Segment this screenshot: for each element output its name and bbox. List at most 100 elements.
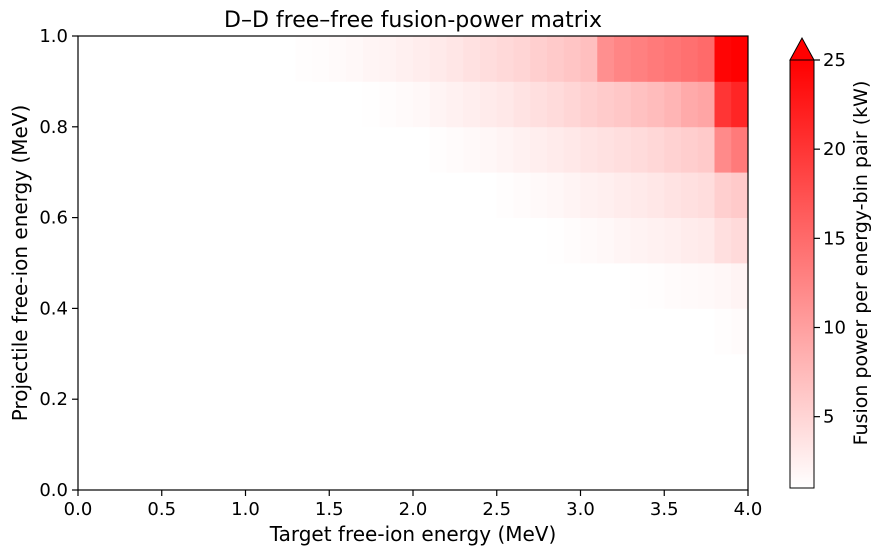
heatmap-cell	[346, 263, 364, 309]
heatmap-cell	[111, 172, 129, 218]
heatmap-cell	[245, 399, 263, 445]
heatmap-cell	[513, 444, 531, 491]
heatmap-cell	[94, 36, 112, 82]
heatmap-cell	[279, 444, 297, 491]
heatmap-cell	[161, 217, 179, 264]
heatmap-cell	[413, 126, 431, 173]
heatmap-cell	[580, 353, 598, 400]
heatmap-cell	[245, 263, 263, 309]
heatmap-cell	[463, 81, 481, 128]
heatmap-cell	[413, 217, 431, 264]
y-tick-label: 1.0	[39, 26, 68, 47]
heatmap-cell	[614, 81, 632, 128]
heatmap-cell	[379, 263, 397, 309]
heatmap-cell	[111, 217, 129, 264]
heatmap-cell	[128, 444, 146, 491]
heatmap-cell	[346, 172, 364, 218]
heatmap-cell	[262, 444, 280, 491]
heatmap-cell	[295, 399, 313, 445]
heatmap-cell	[195, 308, 213, 355]
heatmap-cell	[630, 353, 648, 400]
y-tick-label: 0.0	[39, 480, 68, 501]
heatmap-cell	[279, 263, 297, 309]
heatmap-cell	[312, 353, 330, 400]
heatmap-cell	[295, 217, 313, 264]
heatmap-cell	[413, 36, 431, 82]
heatmap-cell	[195, 444, 213, 491]
heatmap-cell	[530, 308, 548, 355]
heatmap-cell	[78, 217, 96, 264]
heatmap-cell	[195, 81, 213, 128]
heatmap-cell	[681, 126, 699, 173]
heatmap-cell	[161, 172, 179, 218]
heatmap-cell	[647, 353, 665, 400]
x-tick-label: 0.5	[147, 499, 176, 520]
heatmap-cell	[664, 353, 682, 400]
heatmap-cell	[329, 444, 347, 491]
heatmap-cell	[547, 308, 565, 355]
heatmap-cell	[597, 308, 615, 355]
heatmap-cell	[664, 172, 682, 218]
heatmap-cell	[78, 399, 96, 445]
heatmap-cell	[178, 81, 196, 128]
heatmap-cell	[697, 36, 715, 82]
heatmap-cell	[681, 308, 699, 355]
heatmap-cell	[681, 81, 699, 128]
heatmap-cell	[379, 308, 397, 355]
heatmap-cell	[513, 81, 531, 128]
heatmap-cell	[647, 126, 665, 173]
heatmap-cell	[346, 217, 364, 264]
heatmap-cell	[496, 217, 514, 264]
heatmap-cell	[681, 217, 699, 264]
heatmap-cell	[463, 172, 481, 218]
heatmap-cell	[547, 263, 565, 309]
heatmap-cell	[664, 36, 682, 82]
heatmap-cell	[714, 308, 732, 355]
heatmap-cell	[111, 308, 129, 355]
heatmap-cell	[329, 81, 347, 128]
heatmap-cell	[630, 126, 648, 173]
heatmap-cell	[312, 217, 330, 264]
heatmap-cell	[413, 444, 431, 491]
heatmap-cell	[463, 36, 481, 82]
colorbar-tick-label: 15	[823, 228, 846, 249]
heatmap-cell	[329, 36, 347, 82]
heatmap-cell	[396, 263, 414, 309]
heatmap-cell	[681, 263, 699, 309]
heatmap-cell	[379, 399, 397, 445]
heatmap-cell	[128, 126, 146, 173]
heatmap-cell	[379, 126, 397, 173]
heatmap-cell	[547, 399, 565, 445]
heatmap-cell	[279, 36, 297, 82]
heatmap-cell	[195, 399, 213, 445]
heatmap-cell	[563, 399, 581, 445]
heatmap-cell	[145, 36, 163, 82]
heatmap-cell	[329, 308, 347, 355]
heatmap-cell	[94, 308, 112, 355]
heatmap-cell	[413, 172, 431, 218]
heatmap-cell	[228, 217, 246, 264]
heatmap-cell	[614, 36, 632, 82]
heatmap-cell	[195, 217, 213, 264]
heatmap-cell	[547, 353, 565, 400]
heatmap-cell	[362, 126, 380, 173]
heatmap-cell	[145, 399, 163, 445]
heatmap-cell	[78, 36, 96, 82]
heatmap-cell	[295, 36, 313, 82]
heatmap-cell	[396, 36, 414, 82]
heatmap-cell	[614, 263, 632, 309]
heatmap-cell	[597, 353, 615, 400]
heatmap-cell	[262, 399, 280, 445]
heatmap-cell	[178, 353, 196, 400]
heatmap-cell	[295, 81, 313, 128]
heatmap-cell	[547, 217, 565, 264]
heatmap-cell	[480, 36, 498, 82]
y-axis: 0.0 0.2 0.4 0.6 0.8 1.0	[39, 26, 78, 501]
heatmap-cell	[446, 217, 464, 264]
heatmap-cell	[161, 399, 179, 445]
heatmap-cell	[630, 81, 648, 128]
heatmap-cell	[379, 36, 397, 82]
heatmap-cell	[563, 126, 581, 173]
heatmap-cell	[563, 217, 581, 264]
heatmap-cell	[111, 353, 129, 400]
